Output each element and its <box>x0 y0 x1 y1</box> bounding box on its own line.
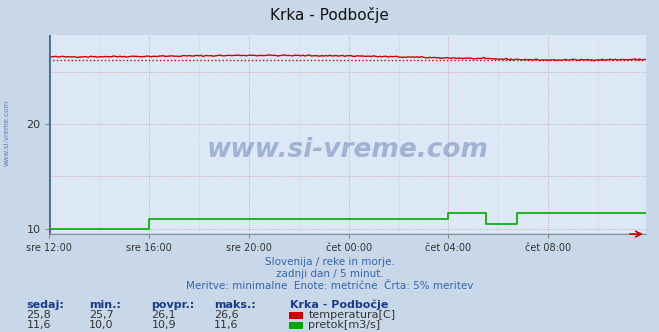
Text: 25,7: 25,7 <box>89 310 114 320</box>
Text: povpr.:: povpr.: <box>152 300 195 310</box>
Text: Slovenija / reke in morje.: Slovenija / reke in morje. <box>264 257 395 267</box>
Text: 25,8: 25,8 <box>26 310 51 320</box>
Text: 11,6: 11,6 <box>214 320 239 330</box>
Text: maks.:: maks.: <box>214 300 256 310</box>
Text: 11,6: 11,6 <box>26 320 51 330</box>
Text: 26,1: 26,1 <box>152 310 176 320</box>
Text: 26,6: 26,6 <box>214 310 239 320</box>
Text: Krka - Podbočje: Krka - Podbočje <box>290 299 388 310</box>
Text: zadnji dan / 5 minut.: zadnji dan / 5 minut. <box>275 269 384 279</box>
Text: 10,9: 10,9 <box>152 320 176 330</box>
Text: www.si-vreme.com: www.si-vreme.com <box>3 100 10 166</box>
Text: Meritve: minimalne  Enote: metrične  Črta: 5% meritev: Meritve: minimalne Enote: metrične Črta:… <box>186 281 473 290</box>
Text: pretok[m3/s]: pretok[m3/s] <box>308 320 380 330</box>
Text: 10,0: 10,0 <box>89 320 113 330</box>
Text: temperatura[C]: temperatura[C] <box>308 310 395 320</box>
Text: www.si-vreme.com: www.si-vreme.com <box>207 137 488 163</box>
Text: sedaj:: sedaj: <box>26 300 64 310</box>
Text: Krka - Podbočje: Krka - Podbočje <box>270 7 389 23</box>
Text: min.:: min.: <box>89 300 121 310</box>
